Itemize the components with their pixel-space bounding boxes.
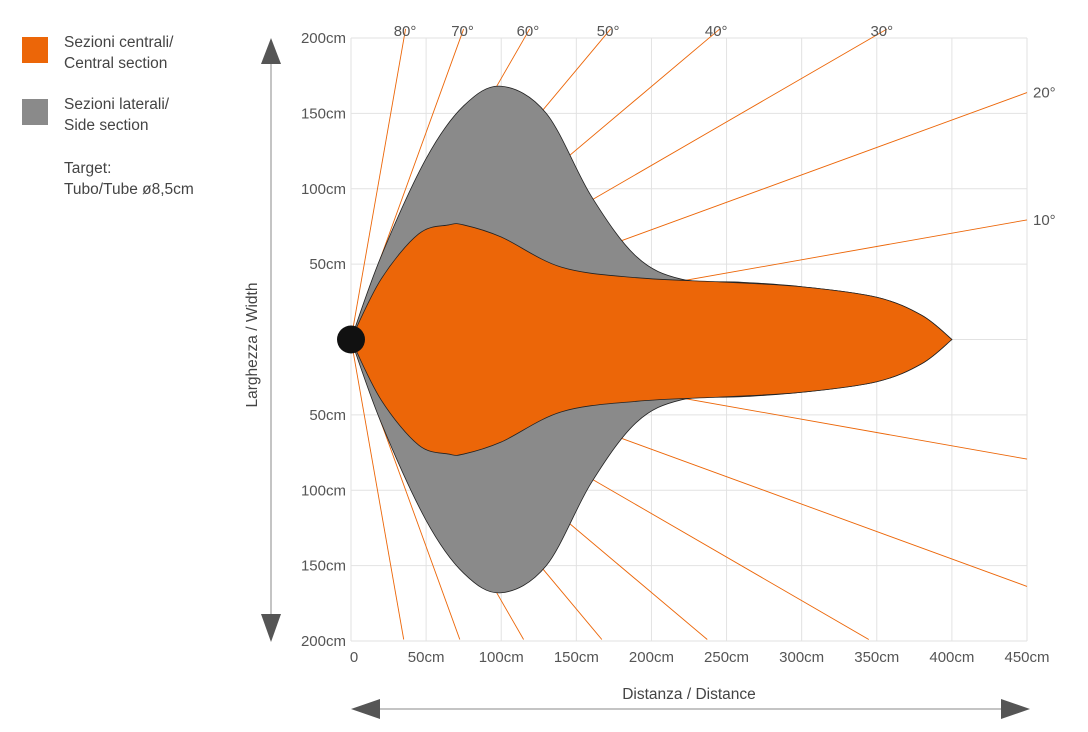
y-tick-label: 50cm [309,407,346,424]
angle-label: 60° [517,23,540,40]
target-note: Target: Tubo/Tube ø8,5cm [64,158,194,200]
y-tick-label: 100cm [301,181,346,198]
legend-central-line1: Sezioni centrali/ [64,34,174,51]
angle-label: 40° [705,23,728,40]
x-tick-label: 250cm [704,649,749,666]
y-axis-arrow-down-icon [261,614,281,642]
central-section-area [350,223,953,456]
x-tick-label: 0 [350,649,358,666]
x-tick-label: 350cm [854,649,899,666]
axis-arrows [261,38,1030,719]
target-value: Tubo/Tube ø8,5cm [64,181,194,198]
y-tick-label: 50cm [309,256,346,273]
y-tick-label: 150cm [301,558,346,575]
x-tick-label: 300cm [779,649,824,666]
angle-label: 10° [1033,212,1056,229]
angle-label: 80° [394,23,417,40]
x-tick-label: 400cm [929,649,974,666]
y-tick-label: 200cm [301,30,346,47]
angle-label: 50° [597,23,620,40]
legend-central-line2: Central section [64,55,168,72]
legend-side-line1: Sezioni laterali/ [64,96,170,113]
beam-areas [350,85,953,594]
target-tube-dot [337,325,365,354]
x-axis-title: Distanza / Distance [622,686,756,703]
x-axis-arrow-left-icon [351,699,380,719]
central-section-swatch [22,37,48,63]
x-tick-label: 200cm [629,649,674,666]
angle-ray [350,339,405,640]
x-tick-label: 450cm [1004,649,1049,666]
legend-item-side: Sezioni laterali/ Side section [22,94,242,156]
angle-label: 20° [1033,85,1056,102]
axis-ticks: 0 50cm 100cm 150cm 200cm 250cm 300cm 350cm 400cm… [301,30,1050,666]
legend-item-central: Sezioni centrali/ Central section [22,32,242,94]
legend-side-line2: Side section [64,117,149,134]
y-axis-arrow-up-icon [261,38,281,64]
x-tick-label: 100cm [479,649,524,666]
angle-label: 70° [451,23,474,40]
angle-ray [350,28,407,340]
y-axis-title: Larghezza / Width [244,283,261,408]
side-section-swatch [22,99,48,125]
x-tick-label: 150cm [554,649,599,666]
y-tick-label: 200cm [301,633,346,650]
x-tick-label: 50cm [408,649,445,666]
y-tick-label: 150cm [301,105,346,122]
x-axis-arrow-right-icon [1001,699,1030,719]
legend: Sezioni centrali/ Central section Sezion… [22,32,242,198]
angle-label: 30° [870,23,893,40]
target-label: Target: [64,160,112,177]
angle-labels: 80° 70° 60° 50° 40° 30° 20° 10° [394,23,1056,229]
y-tick-label: 100cm [301,482,346,499]
target-marker [337,325,365,354]
